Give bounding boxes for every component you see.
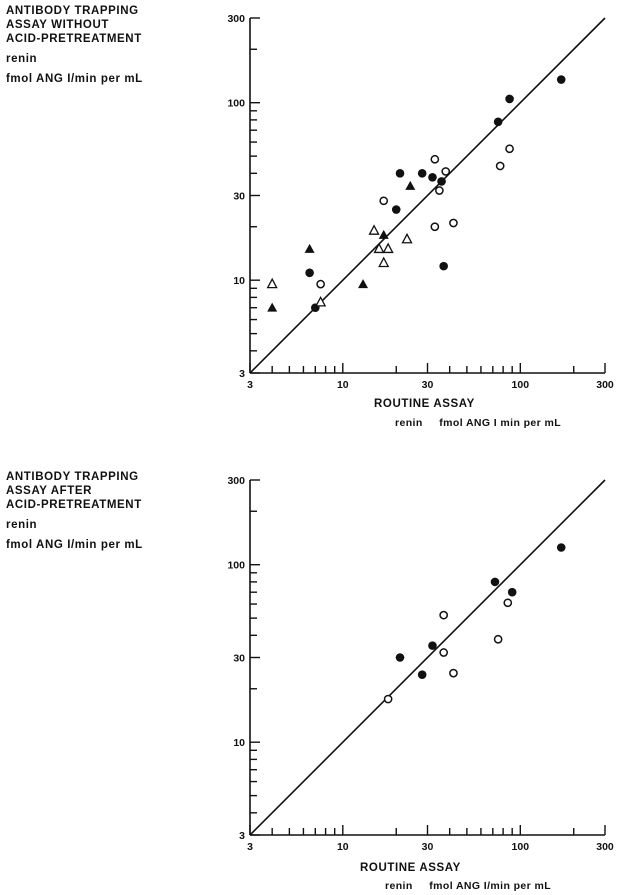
bottom-y-tick-label: 3 [239,830,245,842]
bottom-y-title-line-3: ACID-PRETREATMENT [6,499,142,511]
top-point-open-circle [505,144,514,154]
top-point-open-triangle [401,232,413,244]
top-point-filled-circle [417,169,427,178]
top-y-title-line-3: ACID-PRETREATMENT [6,33,142,45]
bottom-x-tick-label: 30 [422,841,434,853]
top-point-open-circle [435,186,444,195]
top-point-open-triangle [378,256,390,268]
top-y-tick-label: 300 [227,13,245,25]
top-x-tick-label: 10 [337,379,349,391]
top-point-open-triangle [315,295,327,307]
top-point-open-triangle [266,277,278,289]
top-chart-x-axis-units: renin fmol ANG I min per mL [395,417,562,429]
top-chart-x-axis-title: ROUTINE ASSAY [374,398,475,410]
top-point-open-circle [449,218,458,228]
top-point-filled-circle [395,169,405,178]
top-point-open-triangle [368,224,380,235]
bottom-point-filled-circle [417,670,427,680]
top-point-filled-circle [439,261,448,271]
bottom-chart-y-axis-title: ANTIBODY TRAPPING ASSAY AFTER ACID-PRETR… [6,470,143,552]
top-y-title-line-2: ASSAY WITHOUT [6,19,110,31]
bottom-y-title-line-1: ANTIBODY TRAPPING [6,471,139,483]
top-identity-line [249,17,606,374]
top-point-open-circle [430,154,440,164]
bottom-point-filled-circle [395,653,405,662]
top-point-filled-triangle [267,302,278,312]
top-point-open-triangle [382,242,394,254]
bottom-y-tick-label: 30 [233,653,245,665]
top-point-filled-triangle [378,229,389,239]
bottom-point-filled-circle [507,587,517,597]
bottom-x-tick-label: 3 [247,841,253,853]
top-chart-y-axis-title: ANTIBODY TRAPPING ASSAY WITHOUT ACID-PRE… [6,4,143,86]
bottom-identity-line [249,479,606,836]
top-y-tick-label: 100 [227,98,245,110]
top-point-open-triangle [373,242,385,254]
top-point-open-circle [316,279,325,289]
bottom-point-filled-circle [490,577,500,587]
top-point-filled-circle [556,75,566,84]
top-y-tick-label: 3 [239,368,245,380]
bottom-chart-x-axis-title: ROUTINE ASSAY [360,862,461,874]
bottom-y-tick-label: 300 [227,475,245,487]
bottom-y-title-units: fmol ANG I/min per mL [6,539,143,551]
top-y-title-quantity: renin [6,53,38,65]
top-point-open-circle [379,196,389,206]
bottom-point-open-circle [439,610,449,620]
bottom-y-tick-label: 10 [233,737,245,749]
bottom-y-title-line-2: ASSAY AFTER [6,485,93,497]
bottom-point-open-circle [449,668,458,678]
top-point-filled-circle [505,94,514,104]
top-point-filled-circle [437,177,446,186]
top-x-tick-label: 300 [596,379,614,391]
bottom-point-filled-circle [428,641,437,650]
bottom-point-open-circle [439,648,449,657]
top-y-title-line-1: ANTIBODY TRAPPING [6,5,139,17]
bottom-x-tick-label: 300 [596,841,614,853]
bottom-point-open-circle [383,694,393,704]
top-point-open-circle [441,167,451,176]
top-point-filled-circle [493,117,503,127]
bottom-x-tick-label: 10 [337,841,349,853]
bottom-point-open-circle [493,634,503,644]
top-point-filled-circle [428,172,437,182]
top-x-tick-label: 3 [247,379,253,391]
bottom-point-open-circle [503,598,513,608]
top-point-filled-circle [391,205,401,214]
bottom-point-filled-circle [556,543,566,552]
bottom-y-tick-label: 100 [227,560,245,572]
bottom-x-tick-label: 100 [512,841,530,853]
top-point-filled-circle [305,268,314,278]
top-x-tick-label: 100 [512,379,530,391]
top-x-tick-label: 30 [422,379,434,391]
bottom-y-title-quantity: renin [6,519,38,531]
top-point-filled-triangle [304,243,315,253]
top-y-title-units: fmol ANG I/min per mL [6,73,143,85]
top-y-tick-label: 10 [233,275,245,287]
top-point-open-circle [430,222,440,232]
top-y-tick-label: 30 [233,191,245,203]
top-point-filled-triangle [405,180,416,190]
top-point-filled-triangle [358,279,369,289]
bottom-chart-x-axis-units: renin fmol ANG I/min per mL [385,880,552,892]
top-point-open-circle [495,161,505,171]
